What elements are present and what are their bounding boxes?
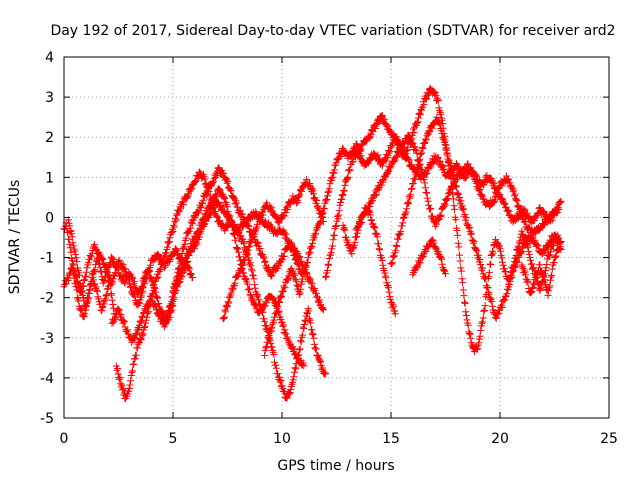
grid-lines <box>64 57 609 418</box>
plus-markers <box>409 236 449 279</box>
series-seg8 <box>219 175 327 323</box>
series-seg13 <box>387 113 565 322</box>
y-tick-label: -2 <box>40 291 54 307</box>
y-tick-label: 0 <box>45 210 54 226</box>
x-axis-label: GPS time / hours <box>277 458 394 474</box>
series-seg3 <box>64 216 197 314</box>
plus-markers <box>387 113 565 322</box>
y-tick-label: -5 <box>40 411 54 427</box>
series-seg14 <box>409 236 449 279</box>
y-tick-label: -1 <box>40 251 54 267</box>
x-tick-label: 15 <box>382 431 400 447</box>
plus-markers <box>169 185 308 370</box>
series-seg7 <box>169 185 308 370</box>
plus-markers <box>219 175 327 323</box>
plus-markers <box>339 204 399 318</box>
plus-markers <box>518 238 565 299</box>
x-tick-label: 0 <box>60 431 69 447</box>
series-seg11 <box>339 204 399 318</box>
y-tick-labels: -5 -4 -3 -2 -1 0 1 2 3 4 <box>40 50 54 427</box>
plus-markers <box>352 131 563 237</box>
x-tick-label: 5 <box>169 431 178 447</box>
series-seg12 <box>352 131 563 237</box>
axis-ticks <box>63 56 610 419</box>
y-axis-label: SDTVAR / TECUs <box>7 180 23 295</box>
chart-title: Day 192 of 2017, Sidereal Day-to-day VTE… <box>50 23 615 39</box>
x-tick-labels: 0 5 10 15 20 25 <box>60 431 618 447</box>
x-tick-label: 25 <box>600 431 618 447</box>
y-tick-label: 3 <box>45 90 54 106</box>
plus-markers <box>64 216 197 314</box>
x-tick-label: 10 <box>273 431 291 447</box>
data-points <box>60 84 565 403</box>
y-tick-label: 2 <box>45 130 54 146</box>
plot-frame <box>63 56 610 419</box>
y-tick-label: 1 <box>45 170 54 186</box>
y-tick-label: 4 <box>45 50 54 66</box>
plus-markers <box>322 133 565 281</box>
x-tick-label: 20 <box>491 431 509 447</box>
series-seg10 <box>322 133 565 281</box>
y-tick-label: -3 <box>40 331 54 347</box>
y-tick-label: -4 <box>40 371 54 387</box>
series-seg15 <box>518 238 565 299</box>
